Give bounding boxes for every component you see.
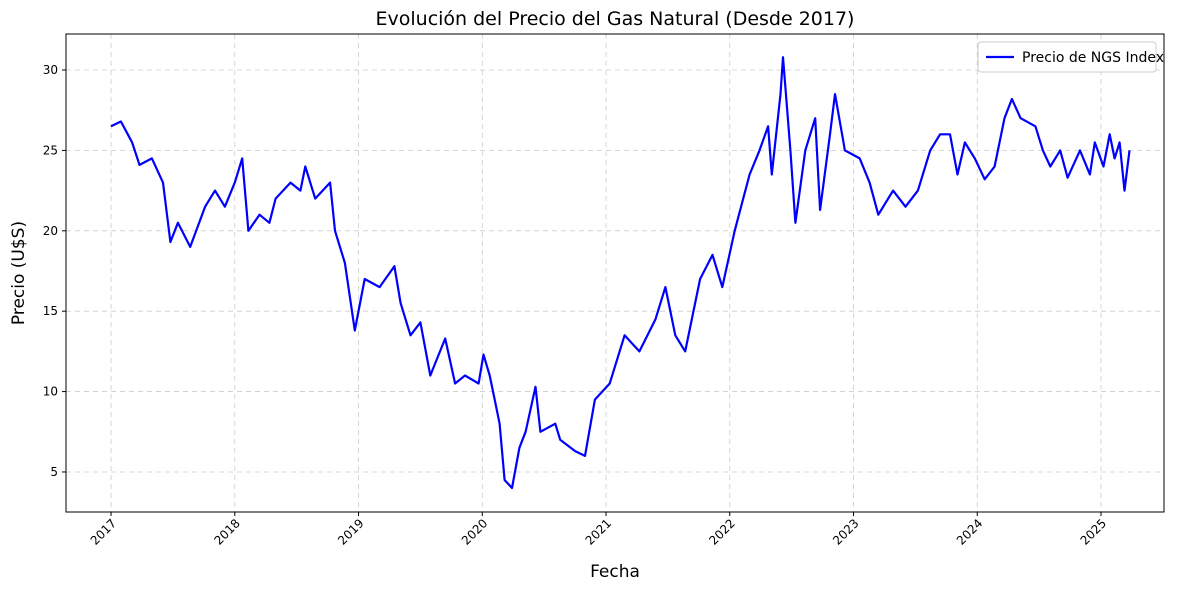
x-axis-label: Fecha xyxy=(590,562,640,582)
x-tick-label: 2025 xyxy=(1078,516,1109,547)
y-tick-label: 25 xyxy=(43,143,58,157)
plot-frame xyxy=(65,33,1165,513)
legend-label: Precio de NGS Index xyxy=(1022,50,1164,66)
y-tick-label: 15 xyxy=(43,304,58,318)
y-tick-label: 10 xyxy=(43,385,58,399)
x-tick-label: 2020 xyxy=(459,516,490,547)
y-axis-label: Precio (U$S) xyxy=(9,221,29,325)
x-tick-label: 2019 xyxy=(335,516,366,547)
x-tick-label: 2024 xyxy=(954,516,985,547)
y-tick-label: 20 xyxy=(43,224,58,238)
x-tick-label: 2022 xyxy=(706,516,737,547)
chart-title: Evolución del Precio del Gas Natural (De… xyxy=(376,8,855,30)
legend-box xyxy=(977,41,1157,73)
x-tick-label: 2021 xyxy=(583,516,614,547)
y-tick-label: 5 xyxy=(50,465,58,479)
x-tick-label: 2018 xyxy=(211,516,242,547)
x-tick-label: 2017 xyxy=(88,516,119,547)
line-series xyxy=(110,56,1131,490)
x-tick-label: 2023 xyxy=(830,516,861,547)
y-tick-label: 30 xyxy=(43,63,58,77)
